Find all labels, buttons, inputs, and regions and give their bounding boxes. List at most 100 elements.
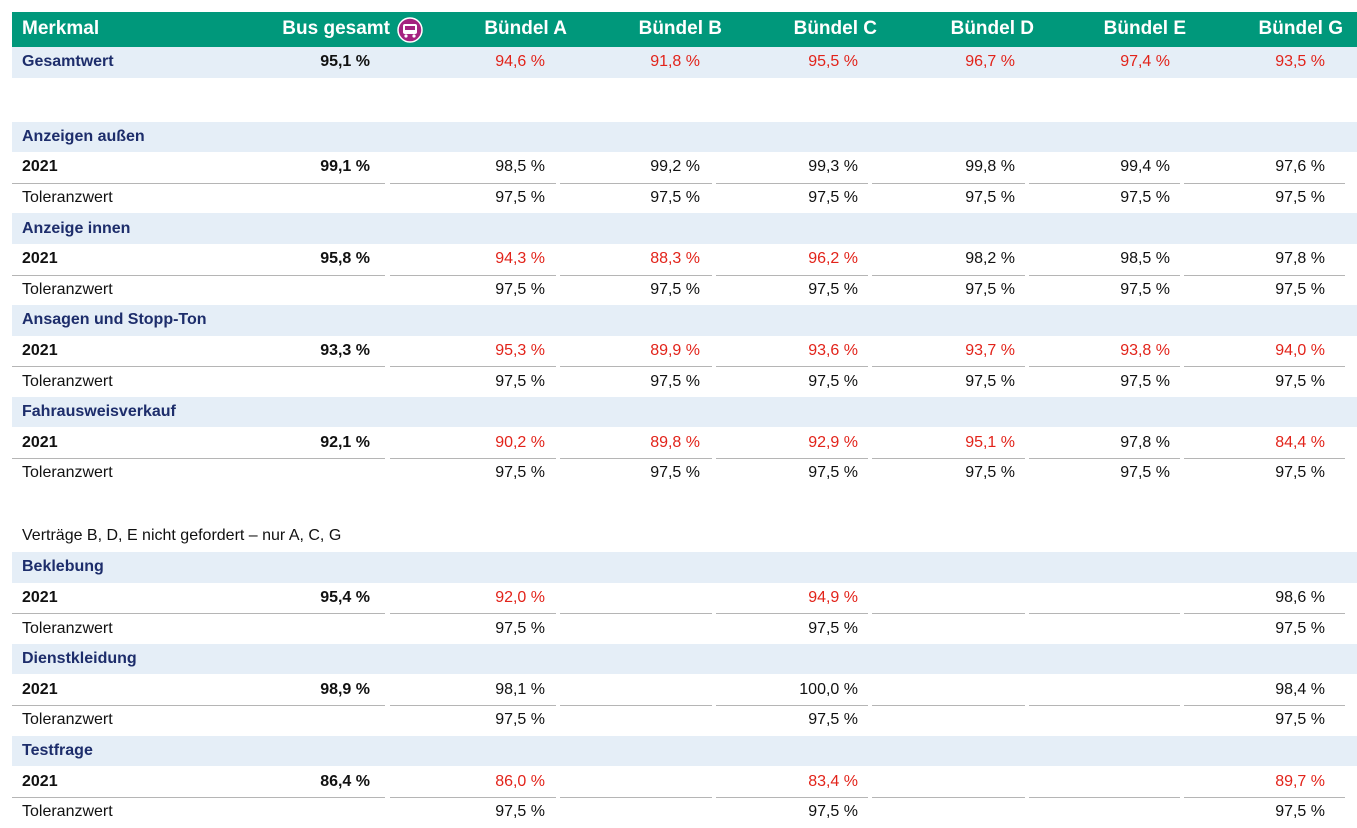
value-cell: 97,5 %	[808, 803, 858, 821]
value-cell: 88,3 %	[650, 250, 700, 268]
value-cell: 84,4 %	[1275, 433, 1325, 451]
column-header: Bündel G	[1258, 18, 1343, 39]
row-separator	[1029, 274, 1180, 276]
total-cell: 95,8 %	[320, 250, 370, 268]
row-separator	[390, 705, 556, 706]
row-label: Toleranzwert	[22, 619, 113, 637]
value-cell: 89,7 %	[1275, 772, 1325, 790]
value-cell: 93,5 %	[1275, 53, 1325, 70]
value-cell: 97,5 %	[495, 464, 545, 482]
row-separator	[1184, 274, 1345, 276]
row-label: Toleranzwert	[22, 372, 113, 390]
value-cell: 98,4 %	[1275, 680, 1325, 698]
value-cell: 97,5 %	[1120, 280, 1170, 298]
row-separator	[1184, 458, 1345, 460]
value-cell: 97,5 %	[1275, 711, 1325, 729]
row-separator	[1184, 366, 1345, 368]
value-cell: 95,1 %	[965, 433, 1015, 451]
column-header: Bündel B	[638, 18, 722, 39]
value-cell: 98,1 %	[495, 680, 545, 698]
row-label: 2021	[22, 772, 58, 790]
row-label: Toleranzwert	[22, 189, 113, 206]
row-separator	[1184, 613, 1345, 615]
value-cell: 91,8 %	[650, 53, 700, 70]
total-cell: 93,3 %	[320, 342, 370, 359]
value-cell: 97,5 %	[965, 464, 1015, 482]
value-cell: 86,0 %	[495, 772, 545, 790]
value-cell: 94,0 %	[1275, 342, 1325, 359]
row-label: Toleranzwert	[22, 803, 113, 821]
value-cell: 99,2 %	[650, 158, 700, 176]
value-cell: 97,5 %	[808, 711, 858, 729]
value-cell: 89,9 %	[650, 342, 700, 359]
total-cell: 95,1 %	[320, 53, 370, 70]
row-separator	[12, 366, 385, 368]
column-header: Bündel C	[793, 18, 877, 39]
value-cell: 94,3 %	[495, 250, 545, 268]
value-cell: 97,5 %	[1275, 372, 1325, 390]
row-label: 2021	[22, 250, 58, 268]
value-cell: 97,5 %	[495, 619, 545, 637]
row-separator	[1029, 796, 1180, 798]
section-title: Anzeigen außen	[22, 127, 145, 145]
value-cell: 98,6 %	[1275, 588, 1325, 606]
value-cell: 97,8 %	[1275, 250, 1325, 268]
total-cell: 99,1 %	[320, 158, 370, 176]
value-cell: 99,4 %	[1120, 158, 1170, 176]
row-separator	[390, 796, 556, 798]
row-separator	[12, 796, 385, 798]
value-cell: 97,5 %	[808, 280, 858, 298]
row-separator	[390, 613, 556, 615]
value-cell: 98,2 %	[965, 250, 1015, 268]
row-label: Toleranzwert	[22, 711, 113, 729]
section-band	[12, 213, 1357, 244]
value-cell: 97,5 %	[1275, 280, 1325, 298]
value-cell: 97,5 %	[965, 372, 1015, 390]
row-separator	[1184, 705, 1345, 706]
value-cell: 97,5 %	[808, 189, 858, 206]
value-cell: 97,5 %	[650, 372, 700, 390]
row-separator	[872, 274, 1025, 276]
row-label: 2021	[22, 158, 58, 176]
section-title: Ansagen und Stopp-Ton	[22, 311, 207, 329]
value-cell: 97,5 %	[495, 803, 545, 821]
row-separator	[716, 613, 868, 615]
column-header: Bus gesamt	[282, 18, 390, 39]
row-separator	[716, 796, 868, 798]
row-label: Toleranzwert	[22, 464, 113, 482]
row-separator	[560, 458, 712, 460]
row-separator	[1184, 182, 1345, 184]
row-separator	[716, 274, 868, 276]
value-cell: 100,0 %	[799, 680, 858, 698]
row-separator	[12, 613, 385, 615]
row-separator	[560, 182, 712, 184]
section-band	[12, 735, 1357, 767]
value-cell: 97,5 %	[1120, 372, 1170, 390]
value-cell: 97,4 %	[1120, 53, 1170, 70]
value-cell: 99,8 %	[965, 158, 1015, 176]
total-cell: 86,4 %	[320, 772, 370, 790]
value-cell: 92,9 %	[808, 433, 858, 451]
value-cell: 95,3 %	[495, 342, 545, 359]
row-label: 2021	[22, 680, 58, 698]
section-title: Dienstkleidung	[22, 650, 137, 668]
value-cell: 97,5 %	[495, 280, 545, 298]
value-cell: 97,5 %	[1120, 189, 1170, 206]
column-header: Merkmal	[22, 18, 100, 39]
row-separator	[1184, 796, 1345, 798]
column-header: Bündel D	[950, 18, 1034, 39]
row-label: 2021	[22, 588, 58, 606]
value-cell: 96,7 %	[965, 53, 1015, 70]
summary-band	[12, 47, 1357, 78]
value-cell: 92,0 %	[495, 588, 545, 606]
value-cell: 90,2 %	[495, 433, 545, 451]
row-separator	[1029, 613, 1180, 615]
row-separator	[872, 705, 1025, 706]
value-cell: 97,5 %	[1275, 189, 1325, 206]
row-separator	[390, 366, 556, 368]
value-cell: 97,5 %	[495, 711, 545, 729]
total-cell: 95,4 %	[320, 588, 370, 606]
row-separator	[560, 796, 712, 798]
total-cell: 98,9 %	[320, 680, 370, 698]
